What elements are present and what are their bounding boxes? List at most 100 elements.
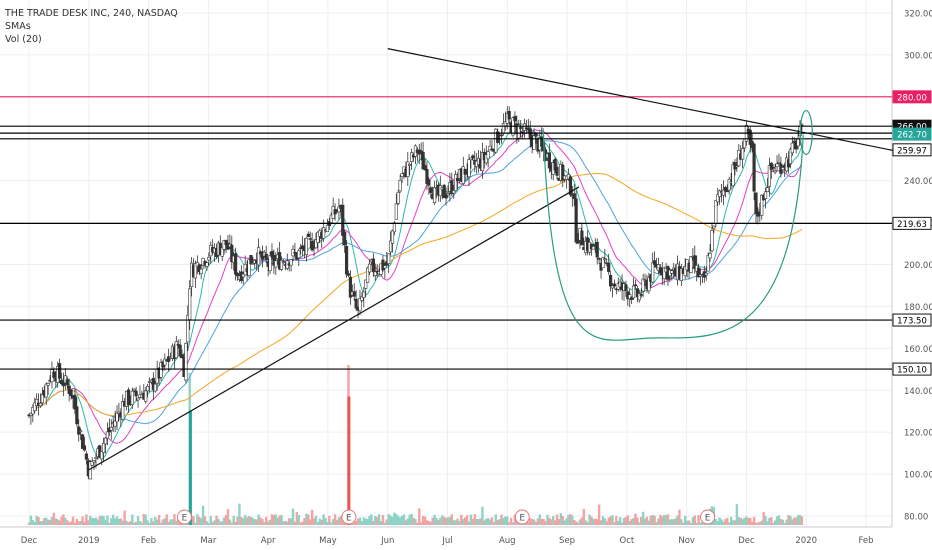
volume-bar (542, 518, 545, 525)
price-axis-tick-label: 180.00 (904, 303, 932, 313)
volume-bar (689, 522, 693, 525)
volume-bar (724, 519, 727, 525)
candle-body (765, 187, 770, 192)
volume-bar (722, 521, 725, 525)
volume-bar (645, 516, 649, 525)
volume-bar (643, 518, 647, 525)
volume-bar (640, 516, 643, 525)
candle-body (274, 260, 278, 268)
candle-body (105, 431, 110, 439)
candle-body (499, 134, 504, 137)
time-axis-tick-label: Feb (858, 536, 873, 546)
volume-bar (150, 518, 153, 525)
volume-bar (504, 516, 507, 525)
candle-body (522, 123, 527, 131)
volume-bar (544, 521, 547, 525)
candle-body (35, 398, 39, 406)
volume-spike-bar (188, 411, 192, 525)
candle-body (446, 193, 450, 196)
volume-bar (582, 508, 586, 525)
volume-bar (142, 514, 145, 525)
candle-body (708, 252, 712, 259)
volume-bar (515, 521, 519, 525)
volume-bar (155, 519, 159, 525)
volume-bar (387, 514, 390, 525)
volume-bar (301, 521, 304, 525)
price-axis-tick-label: 120.00 (904, 429, 932, 439)
volume-bar (469, 514, 473, 525)
price-level-tag-label: 173.50 (897, 317, 927, 327)
volume-bar (678, 509, 681, 525)
volume-bar (163, 518, 167, 525)
volume-bar (647, 520, 651, 525)
volume-indicator-label: Vol (20) (5, 34, 42, 45)
volume-bar (429, 521, 432, 525)
volume-bar (287, 518, 291, 525)
candle-body (174, 341, 178, 359)
candle-body (322, 227, 326, 239)
candle-body (73, 394, 77, 410)
cup-pattern-arc (542, 128, 804, 341)
volume-bar (408, 514, 411, 525)
volume-bar (511, 522, 515, 525)
volume-bar (243, 515, 247, 525)
volume-bar (750, 521, 754, 525)
volume-bar (175, 520, 178, 525)
volume-bar (71, 516, 75, 525)
volume-bar (444, 517, 448, 525)
volume-bar (462, 519, 465, 525)
volume-bar (789, 515, 792, 525)
volume-bar (270, 514, 274, 525)
candle-body (388, 240, 393, 253)
candle-body (167, 356, 171, 362)
volume-bar (557, 519, 561, 525)
candle-body (689, 256, 693, 273)
time-axis-tick-label: Oct (620, 536, 635, 546)
candle-body (693, 255, 697, 269)
candle-body (796, 138, 800, 147)
candle-body (603, 258, 607, 260)
volume-bar (659, 514, 662, 525)
candle-body (367, 263, 372, 273)
volume-bar (768, 517, 771, 525)
volume-bar (213, 520, 216, 525)
candle-body (109, 427, 113, 431)
volume-bar (680, 519, 683, 525)
candle-body (52, 371, 56, 378)
candle-body (670, 270, 674, 274)
candle-body (46, 382, 50, 386)
candle-body (163, 358, 167, 366)
volume-bar (552, 515, 555, 525)
volume-bar (653, 515, 656, 525)
volume-bar (791, 519, 794, 525)
volume-bar (574, 521, 578, 525)
candle-body (153, 383, 157, 392)
candle-body (534, 133, 538, 137)
volume-bar (335, 519, 339, 525)
candle-body (44, 383, 48, 398)
price-axis-tick-label: 300.00 (904, 51, 932, 61)
volume-bar (762, 512, 765, 525)
volume-bar (56, 519, 59, 525)
candle-body (712, 225, 716, 229)
volume-bar (634, 513, 637, 525)
volume-bar (460, 514, 463, 525)
volume-bar (794, 517, 798, 525)
volume-bar (783, 522, 786, 525)
volume-bar (506, 516, 509, 525)
price-level-tag (892, 127, 932, 141)
volume-bar (483, 520, 486, 525)
candle-body (230, 244, 234, 263)
volume-bar (716, 520, 719, 525)
volume-bar (331, 519, 335, 525)
price-level-tag-label: 262.70 (897, 131, 927, 141)
volume-bar (98, 516, 101, 525)
candle-body (610, 285, 615, 289)
candle-body (75, 406, 79, 425)
trendline-support (88, 186, 580, 471)
volume-bar (588, 514, 591, 525)
volume-bar (594, 518, 597, 525)
volume-bar (251, 517, 255, 525)
candle-body (205, 262, 209, 267)
